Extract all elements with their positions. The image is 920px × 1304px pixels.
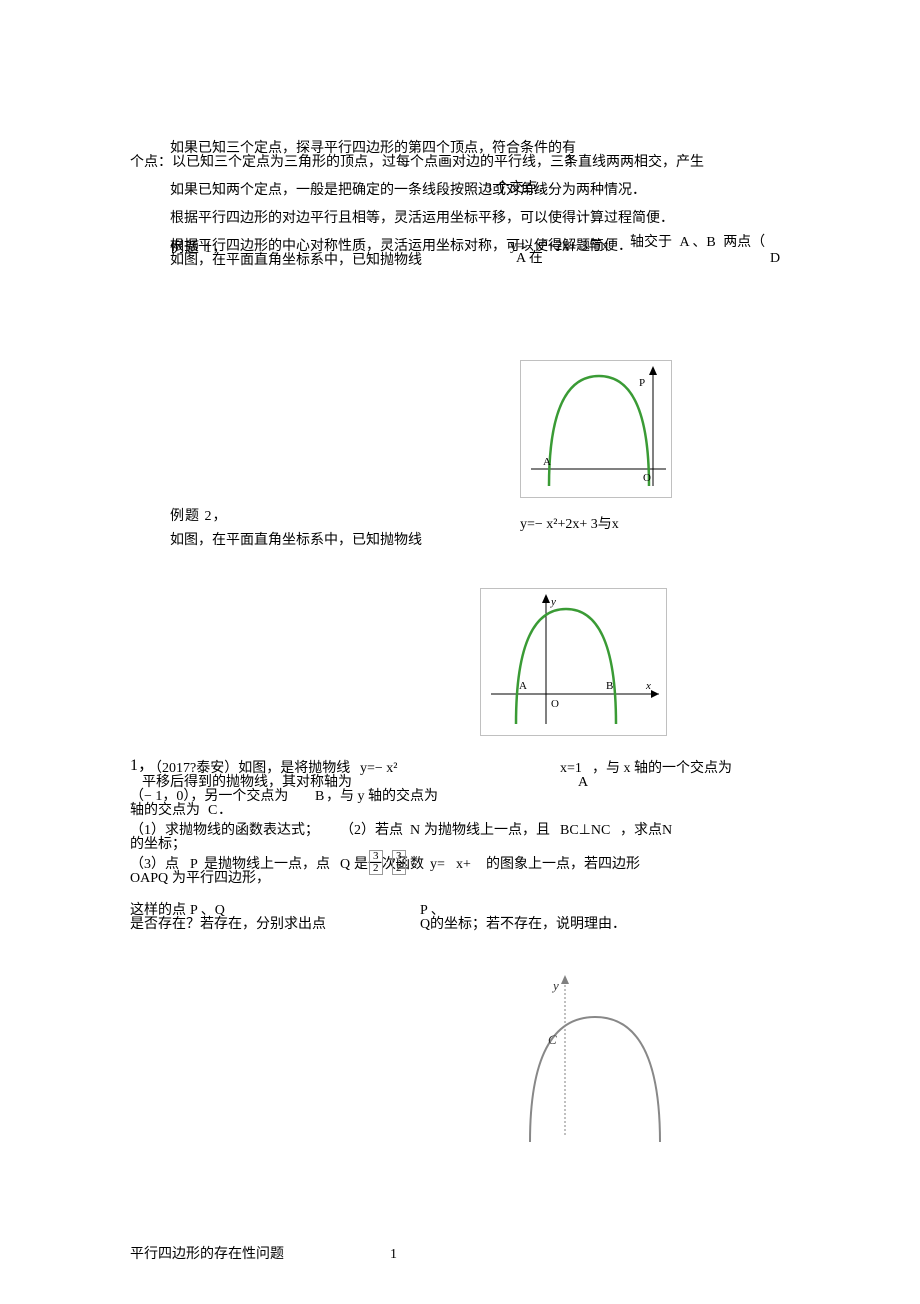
intro-p2: 如果已知两个定点，一般是把确定的一条线段按照边或对角线分为两种情况．	[170, 182, 750, 200]
text: 如果已知两个定点，一般是把确定的一条线段按照边或对角线分为两种情况．	[170, 183, 646, 198]
figure-2: A B O y x	[480, 588, 667, 736]
frac2: 32	[392, 852, 406, 877]
ex1-line1a: 如图，在平面直角坐标系中，已知抛物线	[170, 252, 422, 270]
intro-p1b: 个点：以已知三个定点为三角形的顶点，过每个点画对边的平行线，三条直线两两相交，产…	[130, 154, 790, 172]
text: BC⊥NC	[560, 822, 610, 840]
text: Q	[340, 856, 350, 874]
label-B: B	[606, 680, 613, 692]
text: C	[208, 802, 217, 820]
text: 为抛物线上一点，且	[424, 822, 550, 840]
text: 轴交于	[630, 235, 672, 250]
text: 是一次函数	[354, 856, 424, 874]
label-O: O	[551, 698, 559, 710]
text: 轴的交点为	[130, 802, 200, 820]
frac1: 32	[369, 852, 383, 877]
label-y: y	[551, 978, 559, 993]
text: ，求点	[620, 822, 662, 840]
parabola-svg-2: A B O y x	[481, 589, 666, 729]
label-A: A	[519, 680, 527, 692]
question-1: 1， （2017?泰安）如图，是将抛物线 y=− x² 平移后得到的抛物线，其对…	[130, 756, 790, 932]
parabola-svg-3: y C	[510, 972, 680, 1142]
text: x+	[456, 856, 471, 874]
text: y=	[430, 856, 445, 874]
text: A 在	[516, 251, 543, 266]
text: 的坐标；	[130, 836, 186, 854]
text: ，与 x 轴的一个交点为	[592, 760, 732, 778]
label-P: P	[639, 377, 645, 389]
ex2-line: 如图，在平面直角坐标系中，已知抛物线	[170, 532, 422, 550]
parabola-svg-1: A P O	[521, 361, 671, 491]
label-A: A	[543, 456, 551, 468]
ex2-heading: 例题 2，	[170, 508, 228, 526]
text: 如图，在平面直角坐标系中，已知抛物线	[170, 253, 422, 268]
label-O: O	[643, 472, 651, 484]
ex2-eq: y=− x²+2x+ 3与x	[520, 516, 619, 534]
ex1-A: A 在	[516, 250, 543, 268]
label-y: y	[550, 596, 556, 608]
text: N	[410, 822, 420, 840]
text: D	[770, 251, 780, 266]
text: 的图象上一点，若四边形	[486, 856, 640, 874]
text: 根据平行四边形的对边平行且相等，灵活运用坐标平移，可以使得计算过程简便．	[170, 211, 674, 226]
text: 例题 2，	[170, 509, 228, 524]
text: OAPQ	[130, 870, 168, 888]
figure-1: A P O	[520, 360, 672, 498]
text: A 、B	[680, 235, 716, 250]
example-2: 例题 2， 如图，在平面直角坐标系中，已知抛物线 y=− x²+2x+ 3与x	[130, 508, 790, 558]
example-1: 例题 1， 如图，在平面直角坐标系中，已知抛物线 y=− x²+2x+ 3与x …	[130, 240, 790, 270]
label-C: C	[548, 1032, 557, 1047]
figure-2-wrap: A B O y x	[480, 588, 790, 736]
text: y=− x²	[360, 760, 398, 778]
text: y=− x²+2x+ 3与x	[520, 517, 619, 532]
footer-title: 平行四边形的存在性问题	[130, 1246, 310, 1264]
ex1-D: D	[770, 250, 780, 268]
text: N	[662, 822, 672, 840]
footer-page: 1	[310, 1246, 790, 1264]
text: 为平行四边形，	[172, 870, 270, 888]
text: 是否存在？若存在，分别求出点	[130, 916, 326, 934]
figure-3-wrap: y C	[510, 972, 790, 1148]
figure-1-wrap: A P O	[520, 360, 790, 498]
intro-p3: 根据平行四边形的对边平行且相等，灵活运用坐标平移，可以使得计算过程简便．	[170, 210, 690, 228]
page-footer: 平行四边形的存在性问题 1	[130, 1246, 790, 1264]
text: ，与 y 轴的交点为	[326, 788, 438, 806]
ex1-tail: 轴交于 A 、B 两点（	[630, 234, 765, 252]
text: B	[315, 788, 324, 806]
text: （2）若点	[340, 822, 403, 840]
text: 的坐标；若不存在，说明理由．	[430, 916, 626, 934]
text: 个点：以已知三个定点为三角形的顶点，过每个点画对边的平行线，三条直线两两相交，产…	[130, 155, 704, 170]
text: Q	[420, 916, 430, 934]
text: ．	[218, 802, 232, 820]
text: 两点（	[723, 235, 765, 250]
text: 如图，在平面直角坐标系中，已知抛物线	[170, 533, 422, 548]
label-x: x	[645, 680, 651, 692]
